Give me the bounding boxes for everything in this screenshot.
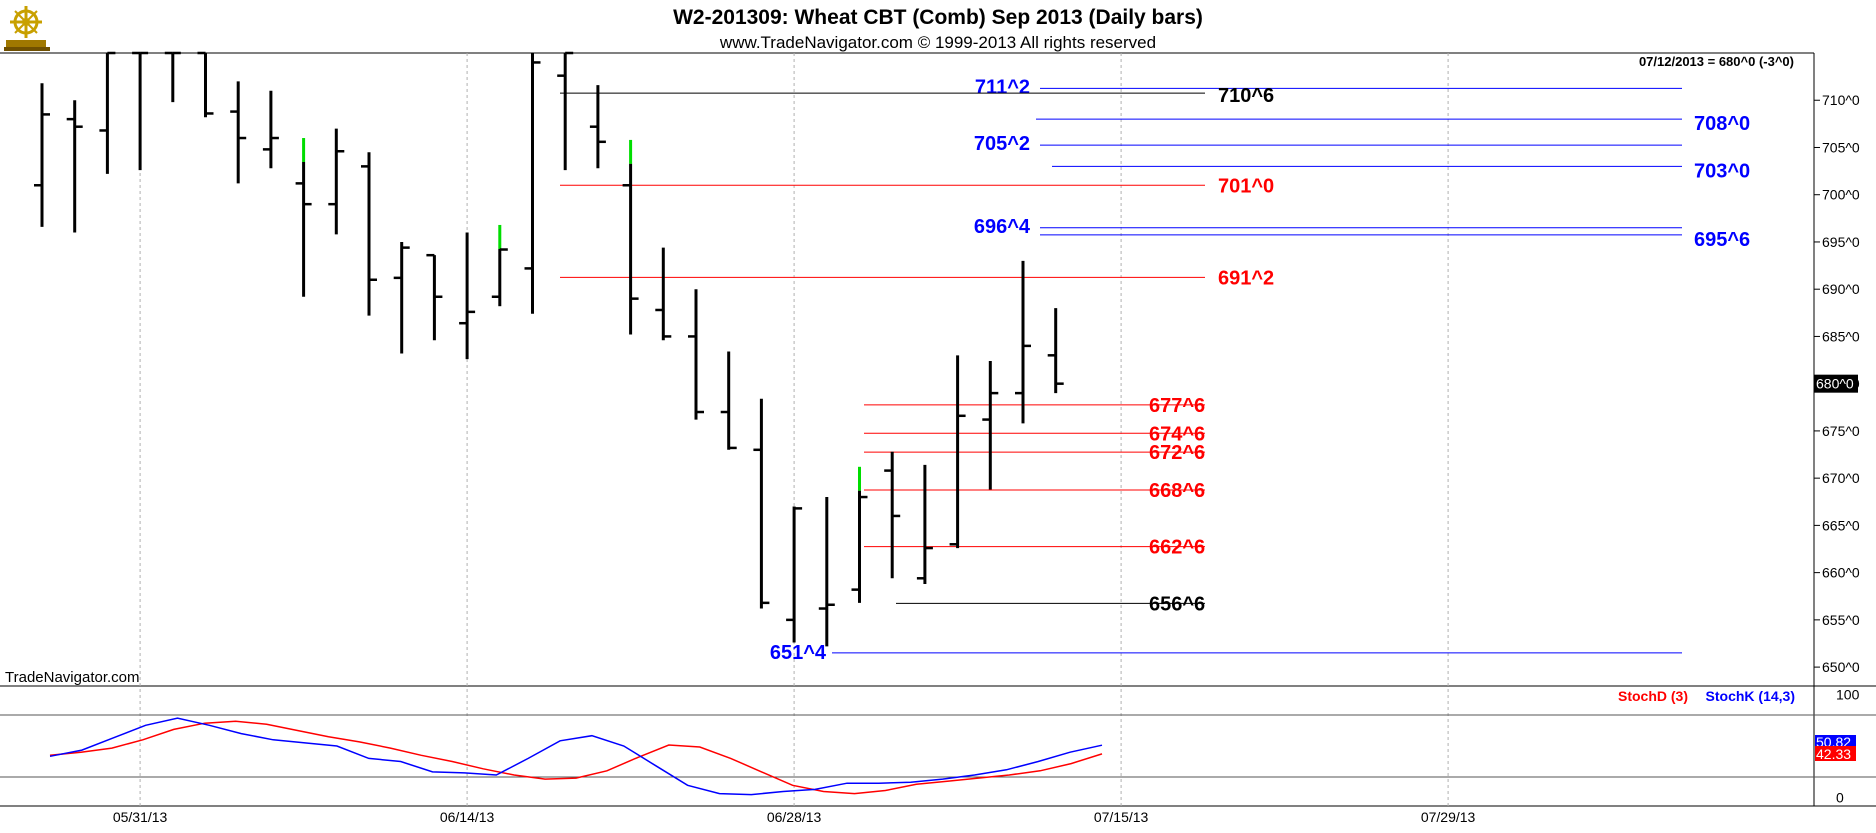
level-label: 708^0 [1694, 113, 1750, 135]
level-label: 710^6 [1218, 85, 1274, 107]
y-tick-label: 685^0 [1822, 328, 1860, 344]
x-tick-label: 07/15/13 [1094, 809, 1149, 825]
y-tick-label: 695^0 [1822, 234, 1860, 250]
y-tick-label: 660^0 [1822, 565, 1860, 581]
level-label: 705^2 [974, 133, 1030, 155]
x-tick-label: 05/31/13 [113, 809, 168, 825]
stoch-d-last-label: 42.33 [1816, 746, 1851, 762]
level-label: 701^0 [1218, 175, 1274, 197]
current-price-label: 680^0 [1816, 376, 1854, 392]
axes: 05/31/13 06/14/13 06/28/13 07/15/13 07/29/13… [113, 92, 1860, 825]
watermark-text: TradeNavigator.com [5, 669, 140, 686]
y-tick-label: 700^0 [1822, 187, 1860, 203]
stoch-d-last-tag [1815, 746, 1856, 761]
stoch-legend-k: StochK (14,3) [1706, 688, 1795, 704]
x-tick-label: 06/14/13 [440, 809, 495, 825]
y-tick-label: 670^0 [1822, 470, 1860, 486]
level-label: 711^2 [975, 76, 1030, 98]
level-label: 651^4 [770, 642, 827, 664]
level-lines: 711^2 710^6 708^0 705^2 703^0 701^0 696^4 695^6… [560, 76, 1750, 664]
level-label: 691^2 [1218, 267, 1274, 289]
level-label: 677^6 [1149, 395, 1205, 417]
y-tick-label: 710^0 [1822, 92, 1860, 108]
ohlc-bars [34, 51, 1064, 647]
stoch-series-line [49, 720, 1103, 795]
y-tick-label: 650^0 [1822, 659, 1860, 675]
y-tick-label: 665^0 [1822, 517, 1860, 533]
chart-subtitle: www.TradeNavigator.com © 1999-2013 All r… [719, 33, 1156, 52]
last-price-note: 07/12/2013 = 680^0 (-3^0) [1639, 54, 1794, 69]
level-label: 674^6 [1149, 423, 1205, 445]
stoch-y-tick-label: 100 [1836, 686, 1860, 702]
level-label: 703^0 [1694, 160, 1750, 182]
x-tick-label: 07/29/13 [1421, 809, 1476, 825]
stoch-y-tick-label: 0 [1836, 790, 1844, 806]
current-price-tag [1814, 374, 1858, 393]
y-tick-label: 675^0 [1822, 423, 1860, 439]
level-label: 656^6 [1149, 593, 1205, 615]
y-tick-label: 705^0 [1822, 139, 1860, 155]
y-tick-label: 690^0 [1822, 281, 1860, 297]
chart-title: W2-201309: Wheat CBT (Comb) Sep 2013 (Da… [673, 6, 1203, 29]
level-label: 695^6 [1694, 229, 1750, 251]
ship-wheel-trophy-icon [4, 6, 50, 51]
stoch-series-line [49, 717, 1103, 796]
level-label: 668^6 [1149, 480, 1205, 502]
level-label: 672^6 [1149, 442, 1205, 464]
level-label: 662^6 [1149, 537, 1205, 559]
y-tick-label: 655^0 [1822, 612, 1860, 628]
stoch-k-last-tag [1815, 735, 1856, 749]
stoch-legend-d: StochD (3) [1618, 688, 1688, 704]
level-label: 696^4 [974, 216, 1031, 238]
x-tick-label: 06/28/13 [767, 809, 822, 825]
